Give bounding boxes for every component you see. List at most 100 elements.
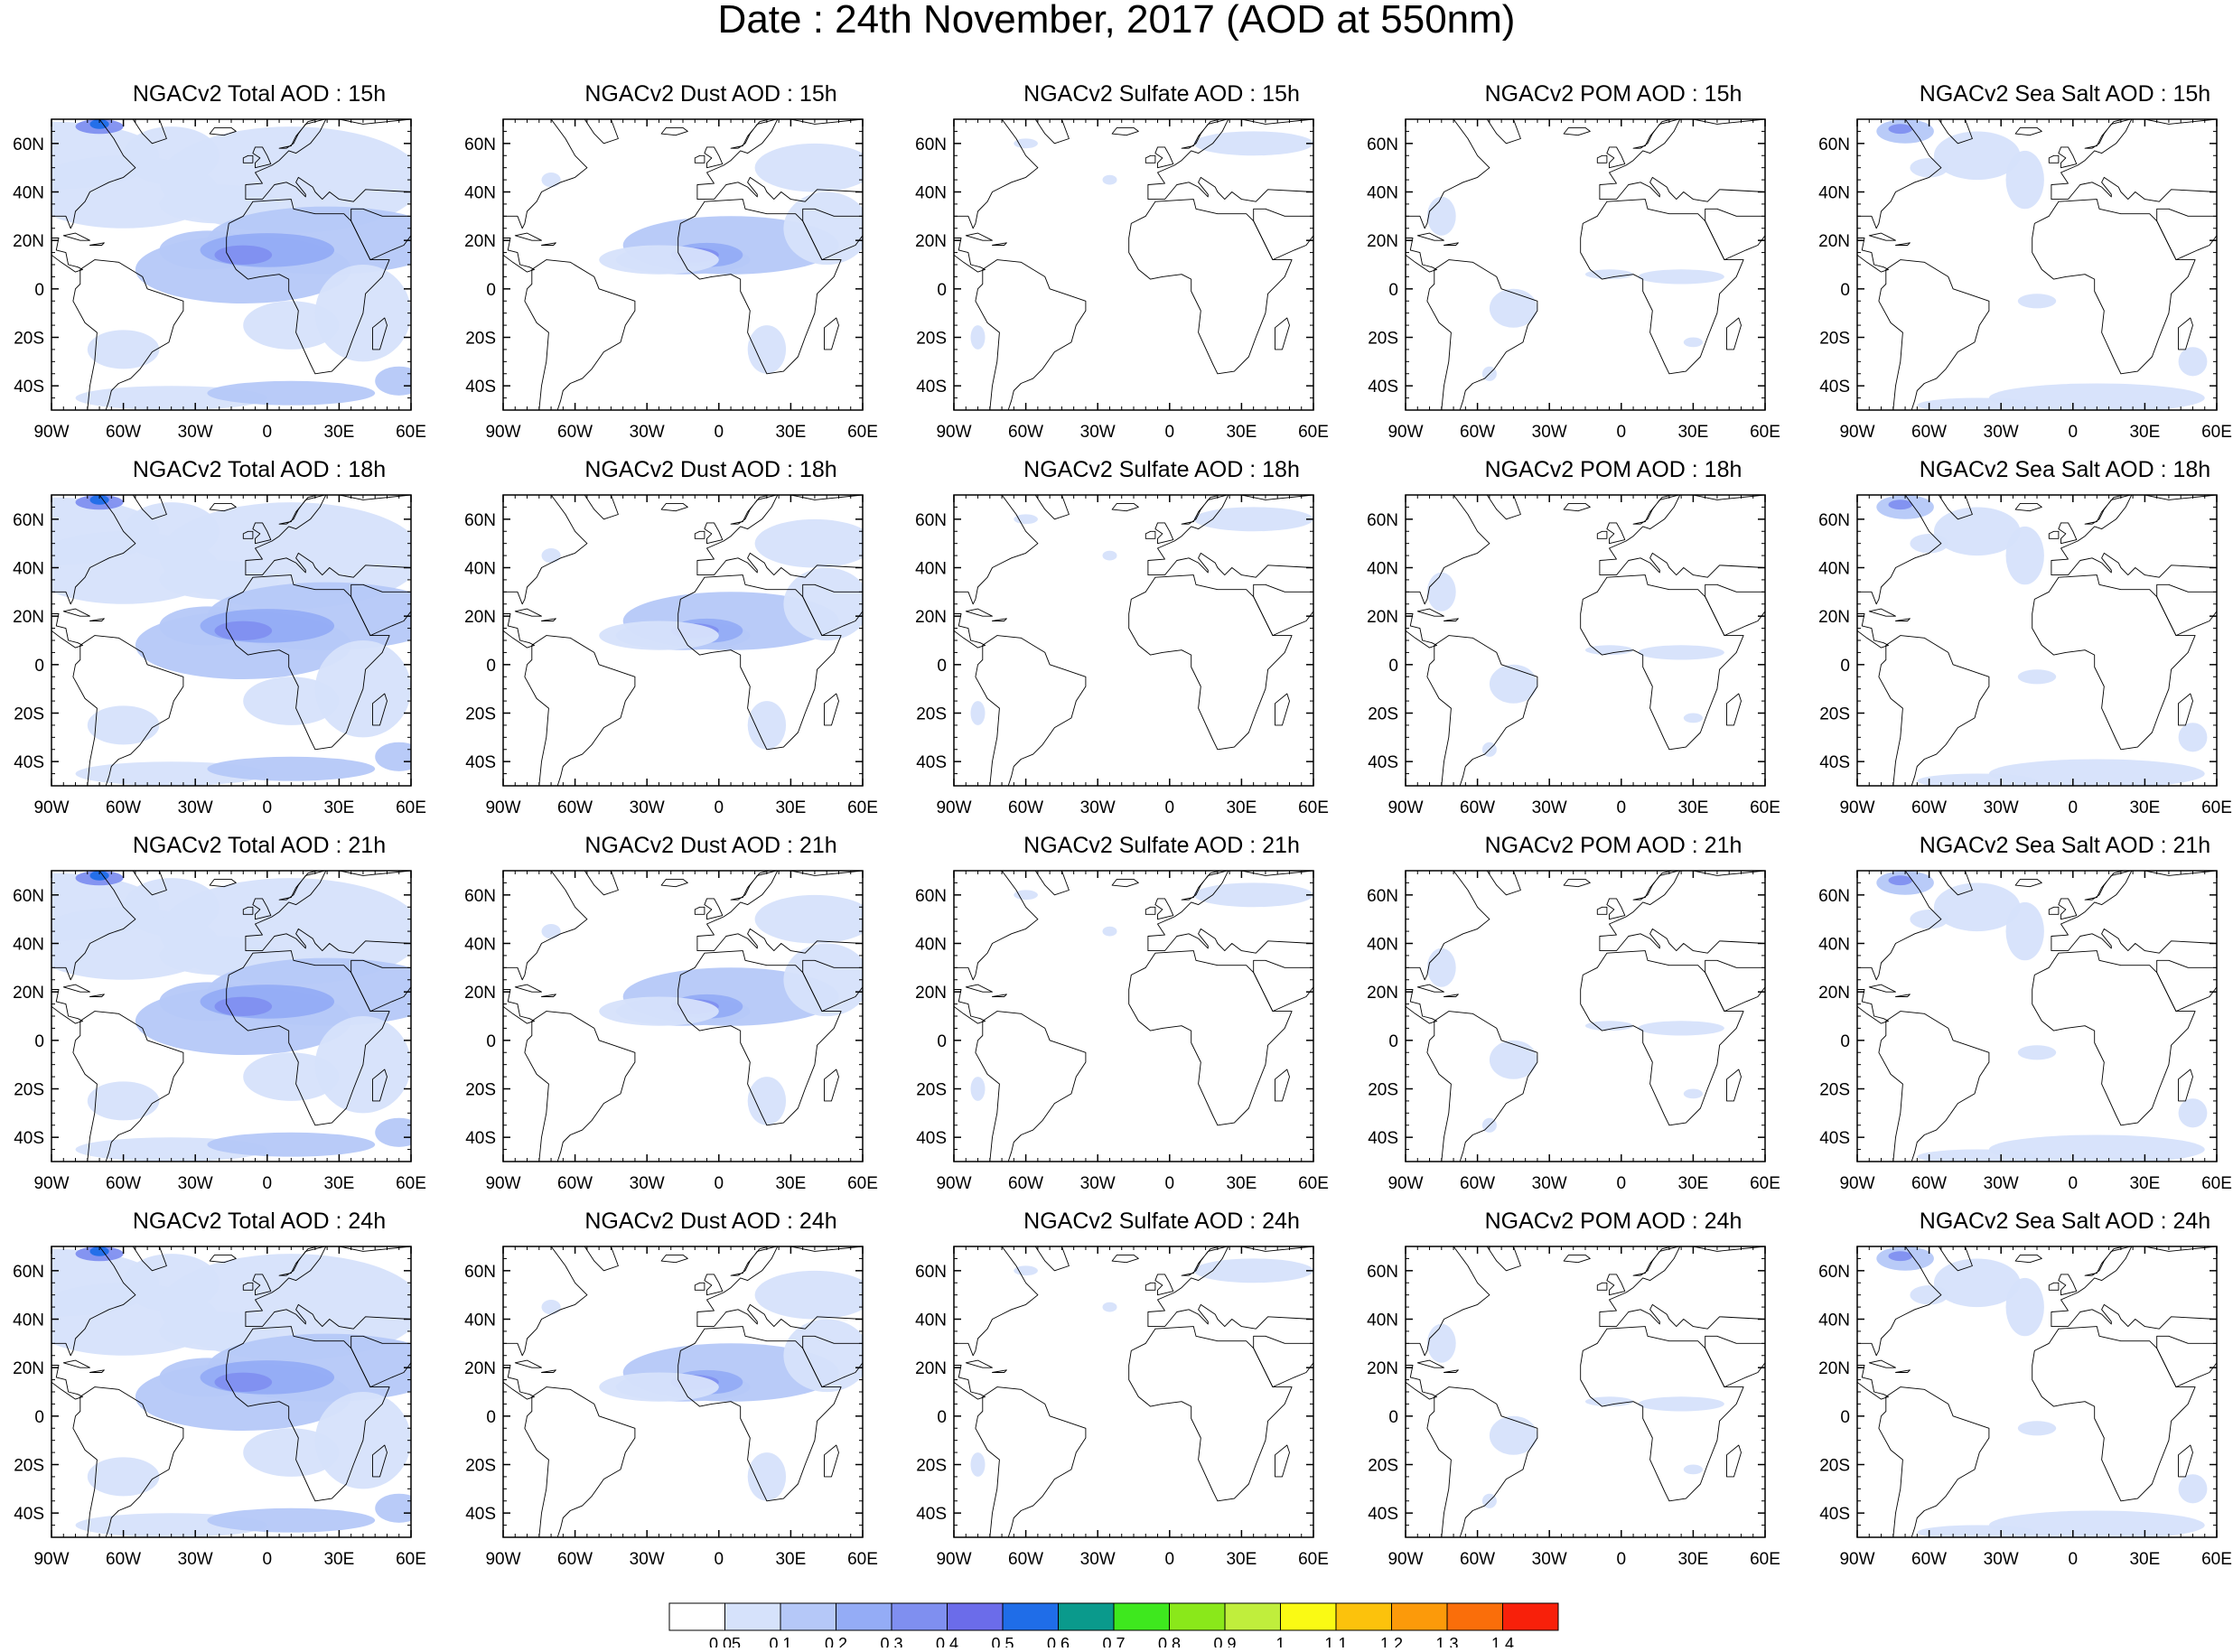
- y-tick-label: 40N: [915, 184, 947, 203]
- coastline-scandinavia: [278, 495, 327, 525]
- aod-plume: [87, 705, 160, 745]
- x-tick-label: 60E: [847, 423, 878, 442]
- coastline-scandinavia: [730, 871, 779, 901]
- aod-plume: [970, 325, 986, 350]
- coastline-ireland: [2048, 1282, 2060, 1291]
- aod-plume: [747, 325, 787, 374]
- colorbar-swatch: [1224, 1602, 1281, 1631]
- coastline-hispaniola: [1444, 994, 1459, 997]
- coastline-greenland: [130, 1246, 167, 1272]
- colorbar-swatch: [668, 1602, 725, 1631]
- aod-plume: [1193, 882, 1313, 908]
- y-tick-label: 40S: [465, 1129, 496, 1148]
- y-tick-label: 20N: [464, 984, 496, 1003]
- coastline-hispaniola: [1444, 242, 1459, 246]
- aod-plume: [1683, 1088, 1703, 1099]
- coastline-cuba: [1416, 984, 1444, 993]
- map-panel-sulfate-15h: NGACv2 Sulfate AOD : 15h 90W 60W 30W 0 30E 60E…: [915, 81, 1369, 443]
- y-tick-label: 40S: [916, 753, 947, 772]
- x-tick-label: 30W: [1080, 1550, 1116, 1569]
- x-tick-label: 60E: [1750, 1174, 1780, 1193]
- coastline-northAmerica: [503, 871, 588, 981]
- coastline-madagascar: [824, 1444, 839, 1478]
- y-tick-label: 60N: [13, 887, 44, 906]
- aod-plume: [89, 119, 109, 129]
- x-tick-label: 60W: [1008, 1550, 1043, 1569]
- aod-plume: [2017, 1421, 2057, 1436]
- x-tick-label: 0: [2069, 423, 2079, 442]
- y-tick-label: 0: [1388, 1032, 1398, 1051]
- coastline-africa: [2032, 199, 2196, 375]
- panel-title: NGACv2 POM AOD : 15h: [1484, 81, 1742, 107]
- panel-title: NGACv2 Sulfate AOD : 21h: [1023, 833, 1300, 858]
- aod-plume: [1426, 1323, 1456, 1363]
- aod-plume: [541, 548, 561, 564]
- y-tick-label: 40N: [13, 184, 44, 203]
- coastline-scandinavia: [1181, 119, 1229, 149]
- coastline-ireland: [242, 530, 254, 539]
- y-tick-label: 0: [937, 281, 947, 300]
- aod-plume: [783, 1319, 863, 1393]
- aod-plume: [1888, 1251, 1913, 1262]
- y-tick-label: 0: [1840, 281, 1850, 300]
- y-tick-label: 60N: [1818, 1263, 1850, 1282]
- aod-plume: [754, 894, 863, 944]
- map-panel-total-21h: NGACv2 Total AOD : 21h 90W 60W 30W 0 30E 60E 60…: [13, 833, 467, 1194]
- coastline-southAmerica: [1878, 259, 1990, 410]
- aod-plume: [1489, 1415, 1537, 1455]
- coastline-ireland: [1596, 154, 1608, 163]
- x-tick-label: 90W: [1387, 798, 1423, 817]
- aod-plume: [747, 1077, 787, 1125]
- coastline-hispaniola: [1444, 618, 1459, 621]
- coastline-europe: [2051, 495, 2217, 578]
- map-panel-dust-15h: NGACv2 Dust AOD : 15h 90W 60W 30W 0 30E 60E 60N…: [464, 81, 919, 443]
- coastline-madagascar: [372, 317, 388, 350]
- coastline-hispaniola: [1895, 994, 1911, 997]
- aod-plume: [89, 871, 109, 881]
- aod-plume: [1988, 1510, 2205, 1537]
- aod-plume: [541, 1300, 561, 1315]
- coastline-hispaniola: [541, 242, 556, 246]
- y-tick-label: 20N: [13, 608, 44, 627]
- map-frame: 90W 60W 30W 0 30E 60E 60N 40N 20N 0 20S 40S: [464, 870, 878, 1193]
- coastline-scandinavia: [2084, 871, 2133, 901]
- coastline-madagascar: [2178, 693, 2193, 726]
- x-tick-label: 90W: [936, 1174, 971, 1193]
- map-panel-sulfate-18h: NGACv2 Sulfate AOD : 18h 90W 60W 30W 0 30E 60E…: [915, 457, 1369, 818]
- coastline-greenland: [130, 119, 167, 145]
- coastline-britain: [252, 146, 272, 169]
- coastline-greenland: [1936, 1246, 1973, 1272]
- aod-plume: [375, 742, 411, 771]
- coastline-britain: [1154, 898, 1174, 920]
- coastline-madagascar: [1275, 1069, 1290, 1102]
- coastline-iceland: [660, 502, 688, 512]
- coastline-madagascar: [1726, 1444, 1742, 1478]
- map-frame: 90W 60W 30W 0 30E 60E 60N 40N 20N 0 20S 40S: [915, 870, 1329, 1193]
- colorbar-label: 1.1: [1324, 1635, 1347, 1647]
- aod-plume: [1638, 1396, 1724, 1412]
- coastline-iceland: [2014, 502, 2042, 512]
- coastline-cuba: [62, 1359, 90, 1368]
- coastline-centralAmerica: [503, 613, 535, 649]
- coastline-ireland: [1596, 1282, 1608, 1291]
- coastline-greenland: [582, 119, 619, 145]
- aod-plume: [783, 943, 863, 1017]
- map-panel-seasalt-18h: NGACv2 Sea Salt AOD : 18h 90W 60W 30W 0 30E 60…: [1818, 457, 2233, 818]
- x-tick-label: 30W: [178, 798, 213, 817]
- coastline-centralAmerica: [1406, 989, 1437, 1024]
- y-tick-label: 60N: [464, 1263, 496, 1282]
- x-tick-label: 60W: [106, 1174, 141, 1193]
- aod-plume: [1014, 890, 1038, 901]
- aod-plume: [1585, 1396, 1633, 1407]
- x-tick-label: 30E: [1226, 1174, 1257, 1193]
- x-tick-label: 30E: [775, 1174, 806, 1193]
- x-tick-label: 90W: [1387, 1550, 1423, 1569]
- coastline-madagascar: [1275, 693, 1290, 726]
- coastline-scandinavia: [278, 1246, 327, 1276]
- coastline-cuba: [1868, 232, 1896, 241]
- x-tick-label: 30E: [323, 1550, 354, 1569]
- panel-title: NGACv2 Sea Salt AOD : 21h: [1919, 833, 2211, 858]
- coastline-northAmerica: [1406, 1246, 1490, 1357]
- coastline-africa: [2032, 574, 2196, 751]
- coastline-hispaniola: [1444, 1369, 1459, 1373]
